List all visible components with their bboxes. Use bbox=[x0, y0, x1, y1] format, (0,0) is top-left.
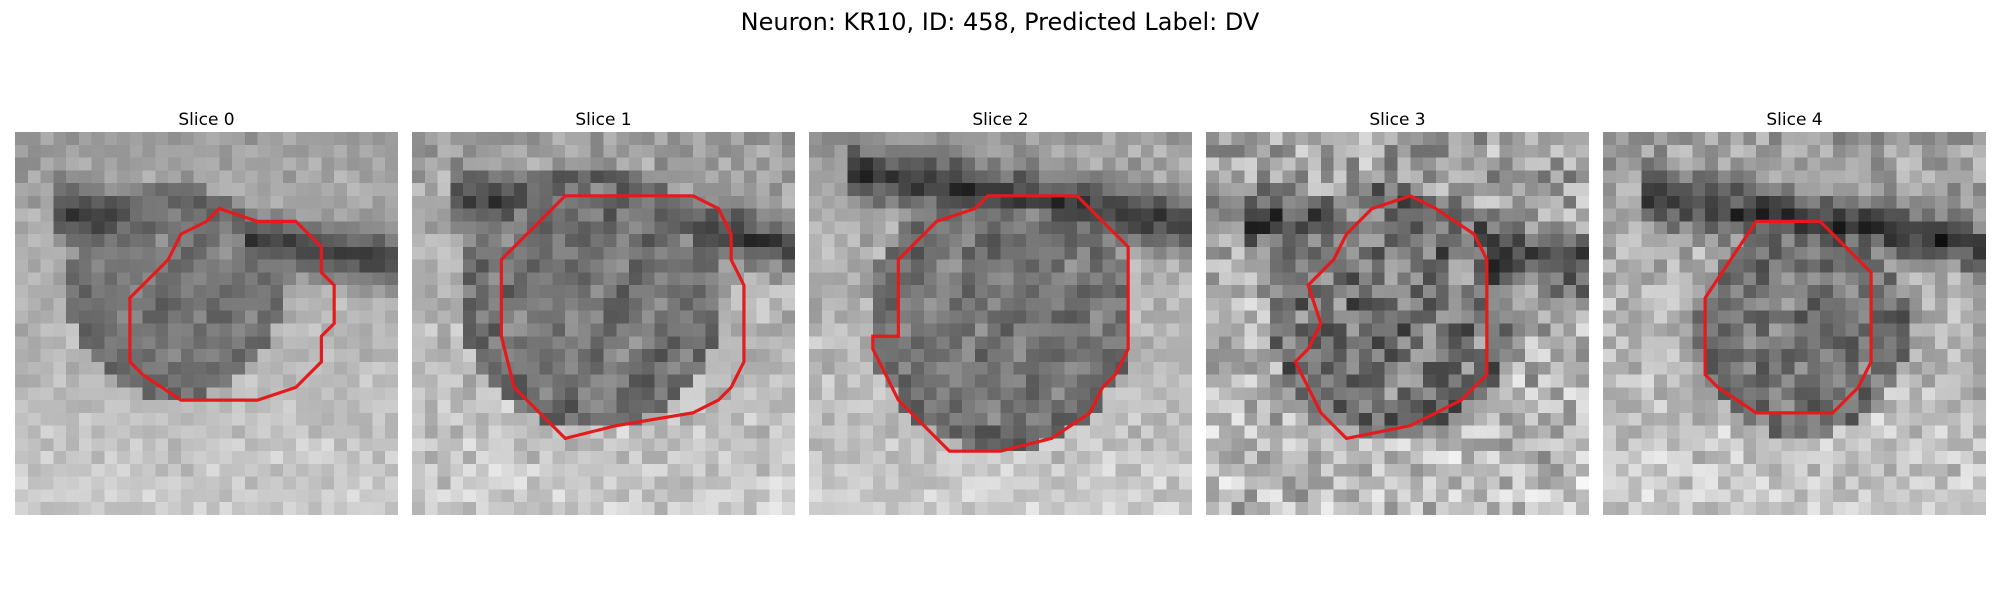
slice-title: Slice 3 bbox=[1369, 110, 1426, 130]
cell-contour bbox=[499, 194, 746, 441]
slice-image bbox=[809, 132, 1192, 515]
slice-panel-0: Slice 0 bbox=[15, 108, 398, 515]
slice-image bbox=[15, 132, 398, 515]
figure-title: Neuron: KR10, ID: 458, Predicted Label: … bbox=[740, 8, 1260, 36]
cell-contour bbox=[1703, 219, 1873, 415]
slice-panel-3: Slice 3 bbox=[1206, 108, 1589, 515]
cell-contour bbox=[871, 194, 1130, 453]
slice-image bbox=[412, 132, 795, 515]
slice-image bbox=[1206, 132, 1589, 515]
slice-title: Slice 1 bbox=[575, 110, 632, 130]
slice-panel-1: Slice 1 bbox=[412, 108, 795, 515]
slice-image bbox=[1603, 132, 1986, 515]
slice-panel-2: Slice 2 bbox=[809, 108, 1192, 515]
slice-panel-4: Slice 4 bbox=[1603, 108, 1986, 515]
slice-title: Slice 2 bbox=[972, 110, 1029, 130]
cell-contour bbox=[1293, 194, 1489, 441]
slice-title: Slice 4 bbox=[1766, 110, 1823, 130]
cell-contour bbox=[128, 206, 336, 402]
slice-title: Slice 0 bbox=[178, 110, 235, 130]
